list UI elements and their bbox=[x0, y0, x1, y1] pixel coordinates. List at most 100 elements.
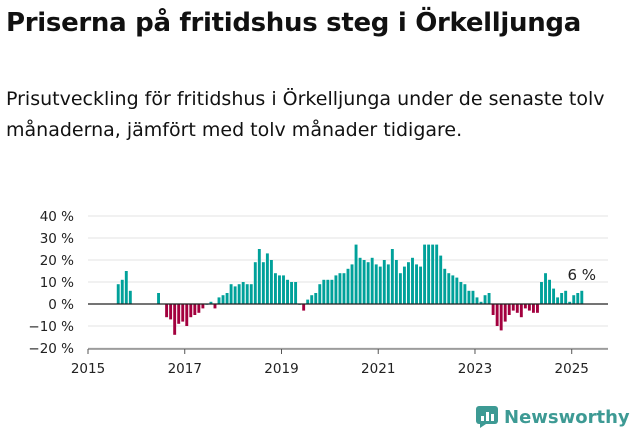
bar bbox=[229, 284, 233, 304]
brand-name: Newsworthy bbox=[504, 406, 630, 428]
bar bbox=[310, 295, 314, 304]
x-tick-label: 2025 bbox=[555, 361, 589, 377]
bar bbox=[294, 282, 298, 304]
y-tick-label: −20 % bbox=[28, 341, 74, 357]
x-tick-label: 2017 bbox=[168, 361, 202, 377]
bar bbox=[173, 304, 177, 335]
bar bbox=[564, 290, 568, 304]
bar bbox=[322, 279, 326, 304]
bar bbox=[483, 295, 487, 304]
bar bbox=[249, 284, 253, 304]
bar bbox=[552, 288, 556, 304]
bar bbox=[435, 244, 439, 304]
bar bbox=[342, 273, 346, 304]
bar bbox=[407, 262, 410, 304]
bar bbox=[580, 290, 584, 304]
bar bbox=[209, 301, 213, 304]
bar bbox=[576, 293, 580, 304]
bar bbox=[531, 304, 535, 313]
bar bbox=[560, 293, 564, 304]
bar bbox=[225, 293, 229, 304]
bar bbox=[286, 279, 289, 304]
bar bbox=[515, 304, 519, 313]
bar bbox=[169, 304, 173, 320]
bar bbox=[471, 290, 475, 304]
bar bbox=[290, 282, 294, 304]
y-tick-label: 0 % bbox=[48, 297, 74, 313]
bar bbox=[306, 299, 310, 304]
bar bbox=[201, 304, 205, 309]
bar bbox=[568, 301, 572, 304]
bar bbox=[197, 304, 201, 313]
bar bbox=[302, 304, 306, 311]
bar bbox=[423, 244, 427, 304]
bar bbox=[479, 301, 483, 304]
bar bbox=[503, 304, 507, 322]
bar bbox=[463, 284, 467, 304]
bar bbox=[527, 304, 531, 311]
bar bbox=[548, 279, 551, 304]
bar bbox=[177, 304, 181, 324]
bar bbox=[221, 295, 225, 304]
bar bbox=[116, 284, 120, 304]
bar bbox=[257, 249, 261, 304]
y-tick-label: 30 % bbox=[40, 231, 74, 247]
bar bbox=[157, 293, 160, 304]
bar bbox=[181, 304, 185, 322]
latest-value-label: 6 % bbox=[568, 266, 597, 284]
bar bbox=[511, 304, 515, 311]
bar bbox=[354, 244, 358, 304]
bar bbox=[241, 282, 245, 304]
bar bbox=[273, 273, 277, 304]
bar bbox=[431, 244, 435, 304]
bar bbox=[427, 244, 431, 304]
bar bbox=[362, 260, 366, 304]
bar-layer bbox=[116, 244, 584, 335]
bar bbox=[467, 290, 471, 304]
bar bbox=[189, 304, 193, 318]
bar bbox=[386, 264, 390, 304]
y-tick-label: 20 % bbox=[40, 253, 74, 269]
bar bbox=[491, 304, 495, 315]
bar bbox=[282, 275, 285, 304]
chart-title: Priserna på fritidshus steg i Örkelljung… bbox=[6, 8, 581, 38]
bar bbox=[411, 257, 414, 304]
bar bbox=[334, 275, 338, 304]
bar bbox=[556, 297, 560, 304]
bar bbox=[382, 260, 386, 304]
bar bbox=[536, 304, 539, 313]
bar bbox=[338, 273, 342, 304]
newsworthy-brand: Newsworthy bbox=[476, 406, 630, 428]
bar bbox=[366, 262, 370, 304]
x-tick-label: 2015 bbox=[71, 361, 105, 377]
bar bbox=[415, 264, 418, 304]
newsworthy-logo-icon bbox=[476, 406, 498, 428]
bar bbox=[346, 268, 350, 304]
bar bbox=[350, 264, 354, 304]
bar bbox=[261, 262, 265, 304]
bar bbox=[245, 284, 249, 304]
bar bbox=[233, 286, 237, 304]
bar bbox=[374, 264, 378, 304]
bar bbox=[495, 304, 499, 326]
bar bbox=[419, 266, 423, 304]
bar bbox=[358, 257, 362, 304]
bar bbox=[455, 277, 459, 304]
bar bbox=[253, 262, 257, 304]
bar bbox=[213, 304, 217, 309]
bar bbox=[447, 273, 451, 304]
bar bbox=[451, 275, 455, 304]
bar bbox=[487, 293, 491, 304]
x-tick-label: 2021 bbox=[361, 361, 395, 377]
bar bbox=[326, 279, 330, 304]
bar bbox=[165, 304, 169, 318]
bar bbox=[330, 279, 334, 304]
bar bbox=[265, 253, 269, 304]
x-tick-label: 2023 bbox=[458, 361, 492, 377]
chart-subtitle: Prisutveckling för fritidshus i Örkellju… bbox=[6, 88, 605, 141]
bar bbox=[475, 297, 479, 304]
axis-layer bbox=[87, 303, 608, 354]
bar bbox=[278, 275, 281, 304]
bar bbox=[237, 284, 241, 304]
bar bbox=[318, 284, 322, 304]
